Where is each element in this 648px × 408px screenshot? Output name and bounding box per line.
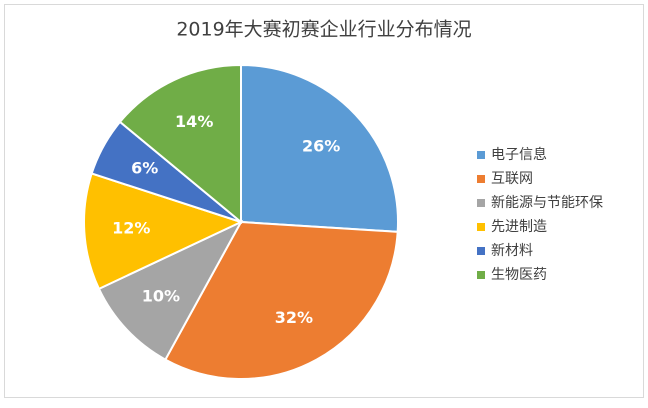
- chart-title: 2019年大赛初赛企业行业分布情况: [176, 19, 471, 41]
- pie-slice: [83, 172, 244, 291]
- legend-label: 互联网: [491, 171, 533, 187]
- legend-label: 电子信息: [491, 146, 547, 163]
- data-label: 6%: [131, 159, 158, 178]
- legend-swatch: [477, 151, 485, 159]
- pie-slice: [240, 63, 399, 233]
- legend-swatch: [477, 223, 485, 231]
- legend-swatch: [477, 175, 485, 183]
- legend-label: 新材料: [491, 243, 533, 259]
- legend-swatch: [477, 271, 485, 279]
- pie-slice: [164, 220, 399, 380]
- data-label: 10%: [142, 287, 180, 306]
- legend-swatch: [477, 247, 485, 255]
- data-label: 14%: [175, 112, 213, 131]
- legend-label: 先进制造: [491, 219, 547, 235]
- pie-slice: [97, 219, 244, 361]
- pie-slice: [118, 63, 242, 225]
- legend-label: 新能源与节能环保: [491, 195, 603, 211]
- legend-swatch: [477, 199, 485, 207]
- data-label: 26%: [302, 136, 340, 155]
- data-label: 12%: [112, 218, 150, 237]
- legend-label: 生物医药: [491, 267, 547, 283]
- data-label: 32%: [275, 308, 313, 327]
